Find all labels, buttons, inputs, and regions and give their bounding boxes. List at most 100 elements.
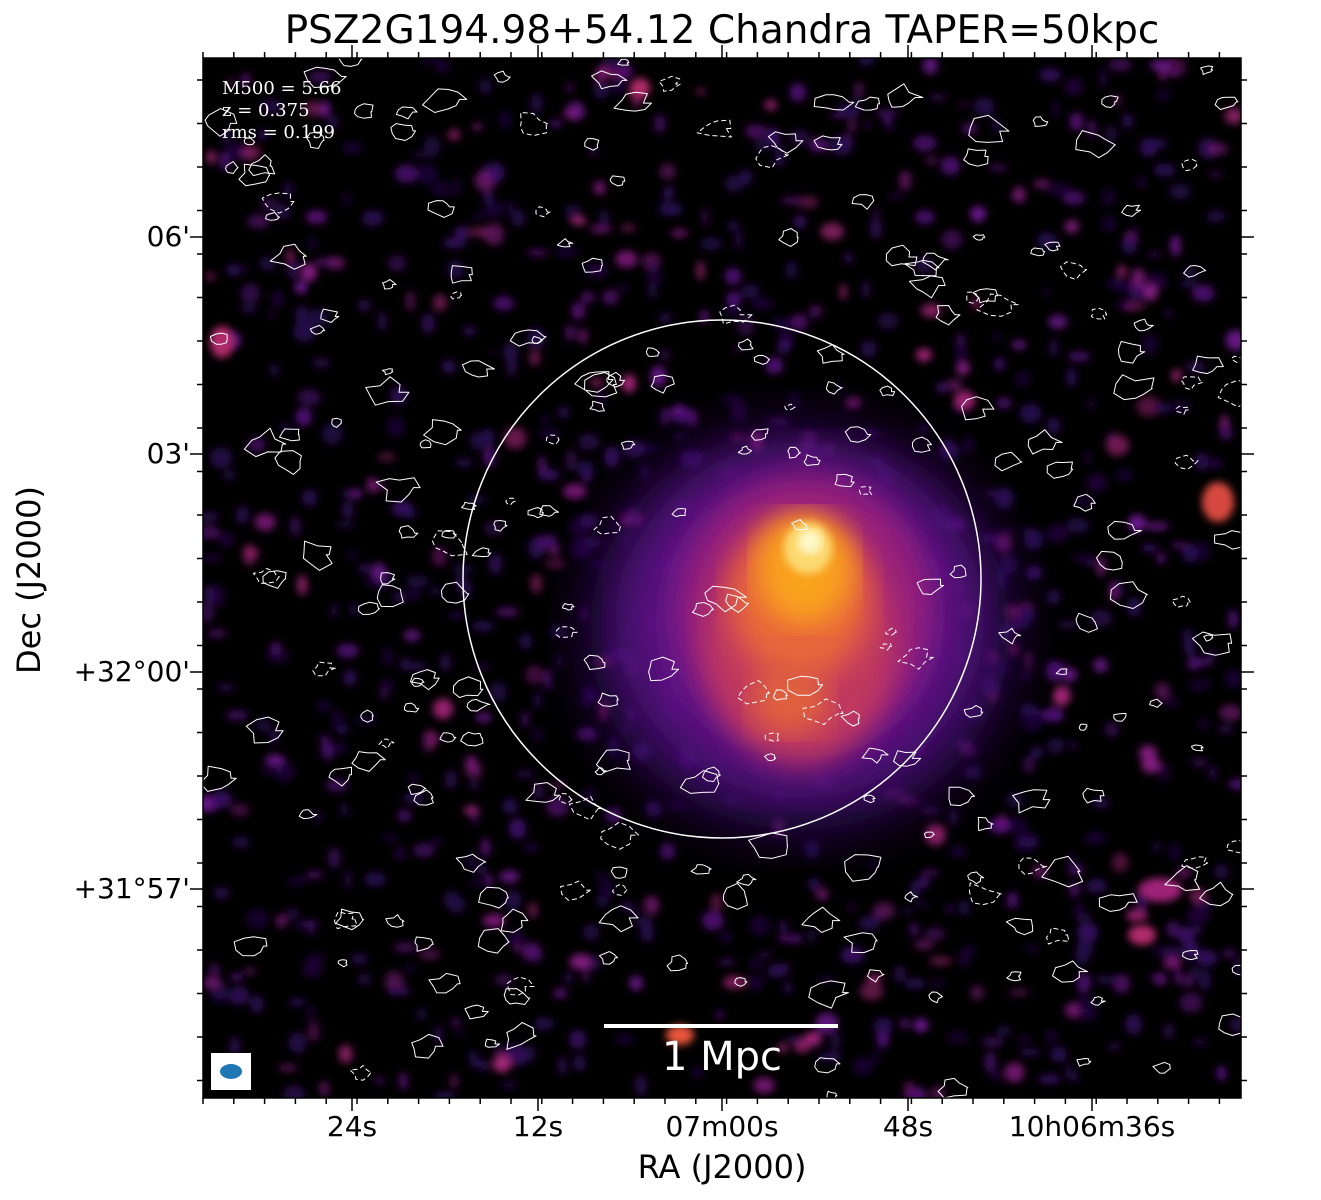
noise-blob [311, 358, 331, 368]
noise-blob [546, 796, 569, 817]
noise-blob [793, 214, 807, 229]
contour [493, 70, 511, 83]
noise-blob [930, 980, 945, 988]
noise-blob [919, 806, 941, 815]
noise-blob [988, 164, 1009, 172]
noise-blob [308, 1022, 320, 1042]
noise-blob [1017, 1036, 1031, 1043]
noise-blob [783, 981, 793, 995]
noise-blob [914, 210, 935, 225]
contour [690, 864, 712, 875]
noise-blob [1136, 175, 1146, 189]
contour [843, 932, 878, 954]
noise-blob [659, 163, 676, 180]
contour [320, 308, 340, 323]
contour [506, 976, 535, 996]
contour [390, 123, 416, 141]
contour [1030, 247, 1046, 257]
contour [1096, 550, 1123, 571]
contour [493, 520, 508, 532]
noise-blob [399, 658, 412, 671]
noise-blob [844, 252, 853, 264]
noise-blob [924, 927, 946, 941]
contour [269, 243, 307, 270]
noise-blob [327, 115, 340, 129]
noise-blob [929, 956, 953, 966]
noise-blob [300, 263, 317, 282]
noise-blob [860, 340, 877, 358]
noise-blob [1033, 180, 1050, 188]
noise-blob [344, 870, 352, 890]
contour [1107, 520, 1142, 540]
noise-blob [598, 879, 614, 901]
noise-blob [997, 527, 1019, 535]
noise-blob [555, 245, 578, 258]
noise-blob [203, 554, 222, 562]
noise-blob [530, 573, 542, 594]
noise-blob [1153, 841, 1161, 853]
noise-blob [622, 440, 646, 458]
noise-blob [577, 460, 595, 479]
noise-blob [272, 289, 284, 309]
contour [1180, 376, 1204, 391]
noise-blob [920, 869, 940, 877]
contour [1076, 1058, 1092, 1067]
noise-blob [1219, 704, 1241, 721]
contour [922, 252, 949, 271]
noise-blob [1052, 686, 1071, 706]
noise-blob [1193, 900, 1214, 909]
noise-blob [330, 603, 338, 619]
noise-blob [589, 955, 600, 971]
noise-blob [1148, 251, 1161, 258]
contour [606, 371, 625, 388]
contour [1203, 634, 1214, 642]
noise-blob [748, 973, 764, 992]
noise-blob [489, 681, 507, 703]
noise-blob [525, 1045, 536, 1062]
noise-blob [443, 890, 459, 909]
noise-blob [468, 852, 475, 870]
noise-blob [544, 669, 552, 691]
noise-blob [585, 262, 609, 278]
noise-blob [643, 895, 660, 915]
noise-blob [925, 157, 938, 165]
contour [748, 832, 789, 859]
noise-blob [972, 298, 980, 309]
noise-blob [601, 289, 619, 305]
noise-blob [306, 1004, 316, 1024]
noise-blob [230, 973, 243, 982]
noise-blob [970, 985, 984, 1001]
noise-blob [970, 205, 986, 222]
noise-blob [1199, 717, 1207, 732]
noise-blob [916, 348, 932, 362]
noise-blob [915, 256, 933, 274]
noise-blob [741, 284, 760, 299]
noise-blob [335, 521, 355, 529]
noise-blob [953, 390, 976, 410]
noise-blob [283, 1085, 306, 1098]
contour [1046, 927, 1070, 945]
noise-blob [1105, 278, 1122, 287]
noise-blob [524, 842, 538, 853]
noise-blob [260, 197, 279, 212]
contour [452, 676, 484, 698]
contour [583, 654, 606, 670]
contour [1046, 461, 1074, 479]
noise-blob [958, 101, 969, 108]
noise-blob [566, 82, 574, 93]
noise-blob [661, 191, 669, 207]
noise-blob [295, 408, 312, 427]
noise-blob [845, 397, 862, 409]
noise-blob [599, 208, 610, 231]
noise-blob [716, 1010, 724, 1020]
noise-blob [349, 603, 358, 616]
contour [441, 530, 457, 539]
noise-blob [1171, 541, 1189, 549]
noise-blob [260, 766, 284, 776]
noise-blob [1185, 360, 1206, 373]
contour [471, 547, 492, 558]
contour [885, 627, 897, 636]
contour [1044, 241, 1061, 252]
noise-blob [848, 119, 856, 132]
